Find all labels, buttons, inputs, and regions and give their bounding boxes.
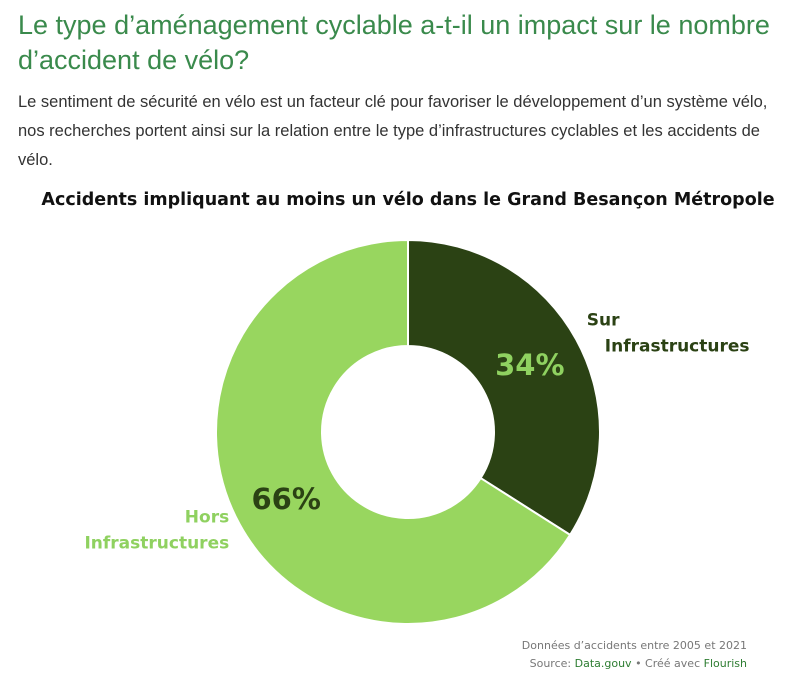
chart-title: Accidents impliquant au moins un vélo da… <box>41 190 774 210</box>
donut-chart: Accidents impliquant au moins un vélo da… <box>41 190 775 625</box>
source-prefix: Source: <box>529 657 575 670</box>
chart-footer: Données d’accidents entre 2005 et 2021 S… <box>522 637 747 673</box>
made-with-separator: • Créé avec <box>631 657 704 670</box>
data-note: Données d’accidents entre 2005 et 2021 <box>521 639 747 652</box>
slice-category-label-1-line-0: Hors <box>185 507 229 527</box>
source-line: Source: Data.gouv • Créé avec Flourish <box>522 655 747 673</box>
slice-percent-label-0: 34% <box>495 348 564 382</box>
slice-percent-label-1: 66% <box>251 482 320 516</box>
slice-category-label-0-line-0: Sur <box>587 311 620 331</box>
source-link[interactable]: Data.gouv <box>574 657 632 670</box>
donut-slice-0[interactable] <box>407 238 601 537</box>
slice-category-label-1-line-1: Infrastructures <box>84 533 229 553</box>
page-title: Le type d’aménagement cyclable a-t-il un… <box>18 10 770 75</box>
donut-slice-1[interactable] <box>215 238 572 625</box>
intro-text: Le sentiment de sécurité en vélo est un … <box>18 93 768 169</box>
donut-slices <box>215 238 601 625</box>
slice-category-label-0-line-1: Infrastructures <box>605 337 750 357</box>
donut-labels: 34% Sur Infrastructures 66% Hors Infrastructu… <box>84 311 749 554</box>
chart-container: Accidents impliquant au moins un vélo da… <box>0 176 799 685</box>
flourish-link[interactable]: Flourish <box>703 657 747 670</box>
